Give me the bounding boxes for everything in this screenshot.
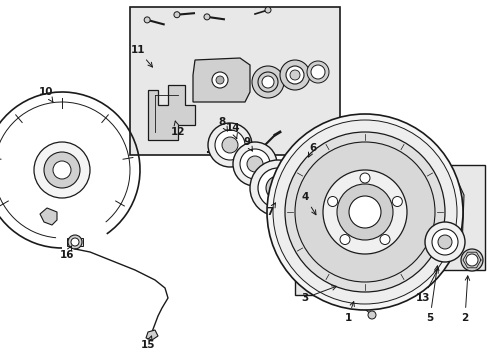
Text: 16: 16 — [60, 246, 74, 260]
Circle shape — [212, 72, 227, 88]
Circle shape — [222, 137, 238, 153]
Circle shape — [280, 60, 309, 90]
Text: 14: 14 — [225, 123, 240, 139]
Text: 9: 9 — [243, 137, 252, 151]
Circle shape — [144, 17, 150, 23]
Bar — [200, 70, 235, 90]
Circle shape — [44, 152, 80, 188]
Text: 15: 15 — [141, 336, 155, 350]
Polygon shape — [40, 208, 57, 225]
Circle shape — [216, 76, 224, 84]
Text: 6: 6 — [308, 143, 316, 157]
Circle shape — [325, 195, 394, 265]
Bar — [67, 238, 83, 246]
Bar — [294, 165, 414, 295]
Text: 5: 5 — [426, 266, 438, 323]
Text: 8: 8 — [218, 117, 227, 131]
Circle shape — [258, 72, 278, 92]
Circle shape — [311, 182, 407, 278]
Bar — [419, 165, 484, 270]
Circle shape — [203, 14, 209, 20]
Polygon shape — [193, 58, 249, 102]
Circle shape — [348, 196, 380, 228]
Circle shape — [285, 66, 304, 84]
Circle shape — [265, 176, 289, 200]
Circle shape — [337, 208, 381, 252]
Polygon shape — [443, 182, 463, 260]
Circle shape — [391, 197, 402, 207]
Circle shape — [379, 234, 389, 244]
Circle shape — [174, 12, 180, 18]
Circle shape — [258, 168, 297, 208]
Circle shape — [294, 142, 434, 282]
Circle shape — [246, 156, 263, 172]
Text: 7: 7 — [266, 203, 275, 217]
Circle shape — [431, 229, 457, 255]
Circle shape — [264, 7, 270, 13]
Circle shape — [240, 149, 269, 179]
Circle shape — [71, 238, 79, 246]
Circle shape — [251, 66, 284, 98]
Circle shape — [367, 311, 375, 319]
Polygon shape — [148, 85, 195, 140]
Circle shape — [262, 76, 273, 88]
Circle shape — [34, 142, 90, 198]
Text: 11: 11 — [130, 45, 152, 67]
Circle shape — [53, 161, 71, 179]
Text: 2: 2 — [461, 276, 468, 323]
Circle shape — [388, 207, 396, 215]
Text: 12: 12 — [170, 121, 185, 137]
Circle shape — [424, 222, 464, 262]
Circle shape — [318, 222, 325, 230]
Circle shape — [347, 189, 355, 197]
Circle shape — [232, 142, 276, 186]
Text: 3: 3 — [301, 286, 336, 303]
Polygon shape — [146, 330, 158, 340]
Circle shape — [207, 123, 251, 167]
Circle shape — [339, 234, 349, 244]
Circle shape — [347, 218, 371, 242]
Circle shape — [340, 261, 348, 269]
Circle shape — [306, 61, 328, 83]
Circle shape — [271, 182, 284, 194]
Text: 10: 10 — [39, 87, 53, 102]
Circle shape — [285, 132, 444, 292]
Bar — [130, 7, 339, 155]
Text: 4: 4 — [301, 192, 315, 215]
Circle shape — [327, 197, 337, 207]
Circle shape — [68, 235, 82, 249]
Circle shape — [323, 170, 406, 254]
Text: 1: 1 — [344, 302, 354, 323]
Circle shape — [289, 70, 299, 80]
Circle shape — [215, 130, 244, 160]
Polygon shape — [427, 182, 439, 260]
Circle shape — [310, 65, 325, 79]
Circle shape — [266, 114, 462, 310]
Circle shape — [384, 251, 391, 260]
Text: 13: 13 — [415, 269, 437, 303]
Circle shape — [465, 254, 477, 266]
Circle shape — [336, 184, 392, 240]
Circle shape — [359, 173, 369, 183]
Circle shape — [460, 249, 482, 271]
Circle shape — [272, 120, 456, 304]
Circle shape — [249, 160, 305, 216]
Circle shape — [437, 235, 451, 249]
